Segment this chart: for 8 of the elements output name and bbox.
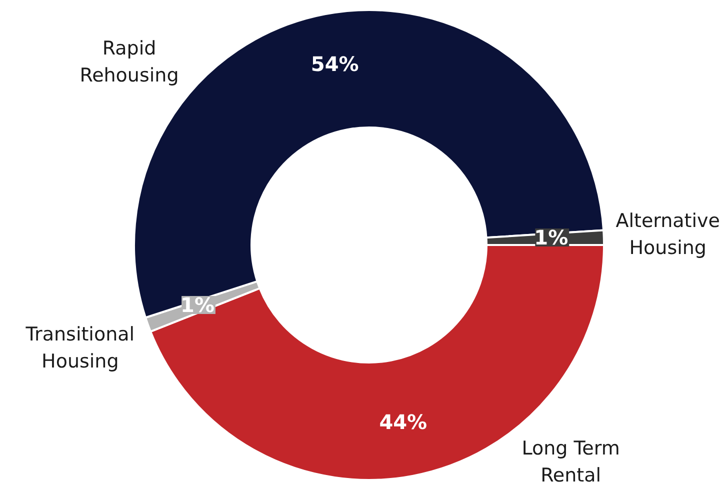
data-label: 1% bbox=[180, 292, 215, 317]
data-label: 44% bbox=[379, 410, 428, 434]
slice-label: Long Term Rental bbox=[522, 437, 620, 486]
slice-label: Transitional Housing bbox=[24, 323, 135, 372]
slice-label: Alternative Housing bbox=[616, 210, 720, 260]
data-label: 54% bbox=[310, 52, 359, 76]
data-label: 1% bbox=[534, 225, 568, 250]
slice-label: Rapid Rehousing bbox=[80, 37, 179, 86]
